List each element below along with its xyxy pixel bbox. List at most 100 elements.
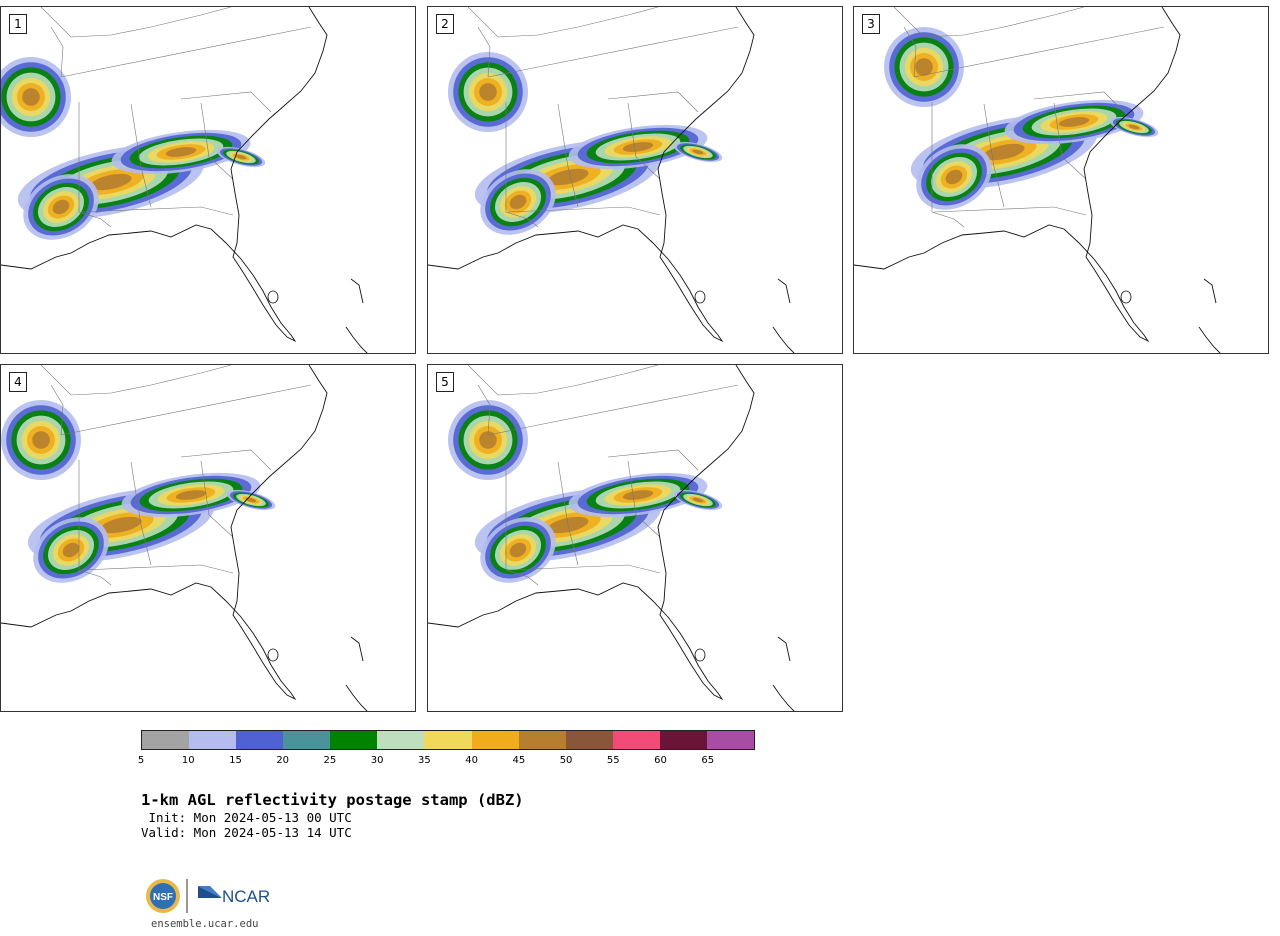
radar-echo [509,542,527,558]
coastline [428,7,755,343]
colorbar-tick: 55 [606,755,620,766]
state-border [50,26,64,78]
member-panel-2: 2 [427,6,843,354]
state-border [477,384,491,436]
state-border [180,91,272,113]
member-panel-1: 1 [0,6,416,354]
state-border [1053,102,1087,180]
state-border [1033,91,1125,113]
radar-echo [692,497,704,503]
init-time: Init: Mon 2024-05-13 00 UTC [141,810,352,825]
colorbar-tick: 15 [229,755,242,766]
radar-echo [479,83,497,101]
panel-number-label: 2 [436,14,454,34]
bahamas-outline [772,326,795,353]
panel-number-label: 4 [9,372,27,392]
state-border [931,102,965,228]
colorbar-swatch [330,731,378,749]
reflectivity-colorbar [141,730,755,750]
bahamas-outline [1203,278,1217,304]
colorbar-swatch [612,731,660,749]
radar-echo [52,199,70,215]
colorbar-swatch [377,731,425,749]
colorbar-swatch [142,731,190,749]
bahamas-outline [777,636,791,662]
state-border [78,460,112,586]
radar-echo [22,88,40,106]
state-border [50,384,64,436]
state-border [607,449,699,471]
bahamas-outline [772,684,795,711]
state-border [40,7,232,38]
radar-echo [622,490,654,500]
radar-echo [165,147,197,157]
panel-number-label: 3 [862,14,880,34]
state-border [130,103,152,208]
map-svg [428,7,795,353]
colorbar-swatch [189,731,237,749]
radar-echo [32,431,50,449]
member-panel-5: 5 [427,364,843,712]
coastline [1,7,328,343]
product-title: 1-km AGL reflectivity postage stamp (dBZ… [141,791,524,809]
colorbar-swatch [518,731,566,749]
colorbar-tick-labels: 5 10 15 20 25 30 35 40 45 50 55 60 65 [137,755,755,769]
state-border [607,91,699,113]
lake-okeechobee [694,290,706,304]
radar-echo [915,58,933,76]
state-border [627,102,661,180]
radar-echo [983,143,1025,161]
coastline [854,7,1181,343]
colorbar-tick: 5 [137,755,145,766]
ncar-logo: NCAR [198,886,270,906]
radar-echo [622,142,654,152]
state-border [477,26,491,78]
colorbar-tick: 45 [512,755,526,766]
radar-echo [1128,124,1140,130]
member-panel-3: 3 [853,6,1269,354]
state-border [557,103,579,208]
radar-echo [90,173,132,191]
colorbar-swatch [283,731,331,749]
radar-echo [692,149,704,155]
state-border [200,102,234,180]
colorbar-tick: 50 [559,755,573,766]
colorbar-swatch [236,731,284,749]
logos: NSF NCAR [144,876,284,918]
radar-echo [100,516,142,534]
state-border [40,365,232,396]
state-border [200,460,234,538]
radar-echo [235,154,247,160]
state-border [913,26,1165,78]
state-border [903,26,917,78]
bahamas-outline [1198,326,1221,353]
map-svg [1,365,368,711]
radar-echo [245,497,257,503]
state-border [893,7,1085,38]
valid-time: Valid: Mon 2024-05-13 14 UTC [141,825,352,840]
radar-echo [547,168,589,186]
state-border [80,564,234,574]
colorbar-swatch [565,731,613,749]
state-border [627,460,661,538]
radar-echo [479,431,497,449]
state-border [60,26,312,78]
state-border [180,449,272,471]
state-border [933,206,1087,216]
panel-number-label: 5 [436,372,454,392]
map-svg [428,365,795,711]
colorbar-swatch [659,731,707,749]
colorbar-swatch [706,731,755,749]
website-url: ensemble.ucar.edu [151,918,259,930]
colorbar-swatch [424,731,472,749]
state-border [505,460,539,586]
lake-okeechobee [694,648,706,662]
state-border [507,564,661,574]
member-panel-4: 4 [0,364,416,712]
lake-okeechobee [1120,290,1132,304]
radar-echo [509,194,527,210]
lake-okeechobee [267,290,279,304]
bahamas-outline [345,326,368,353]
coastline [428,365,755,701]
colorbar-tick: 20 [276,755,290,766]
